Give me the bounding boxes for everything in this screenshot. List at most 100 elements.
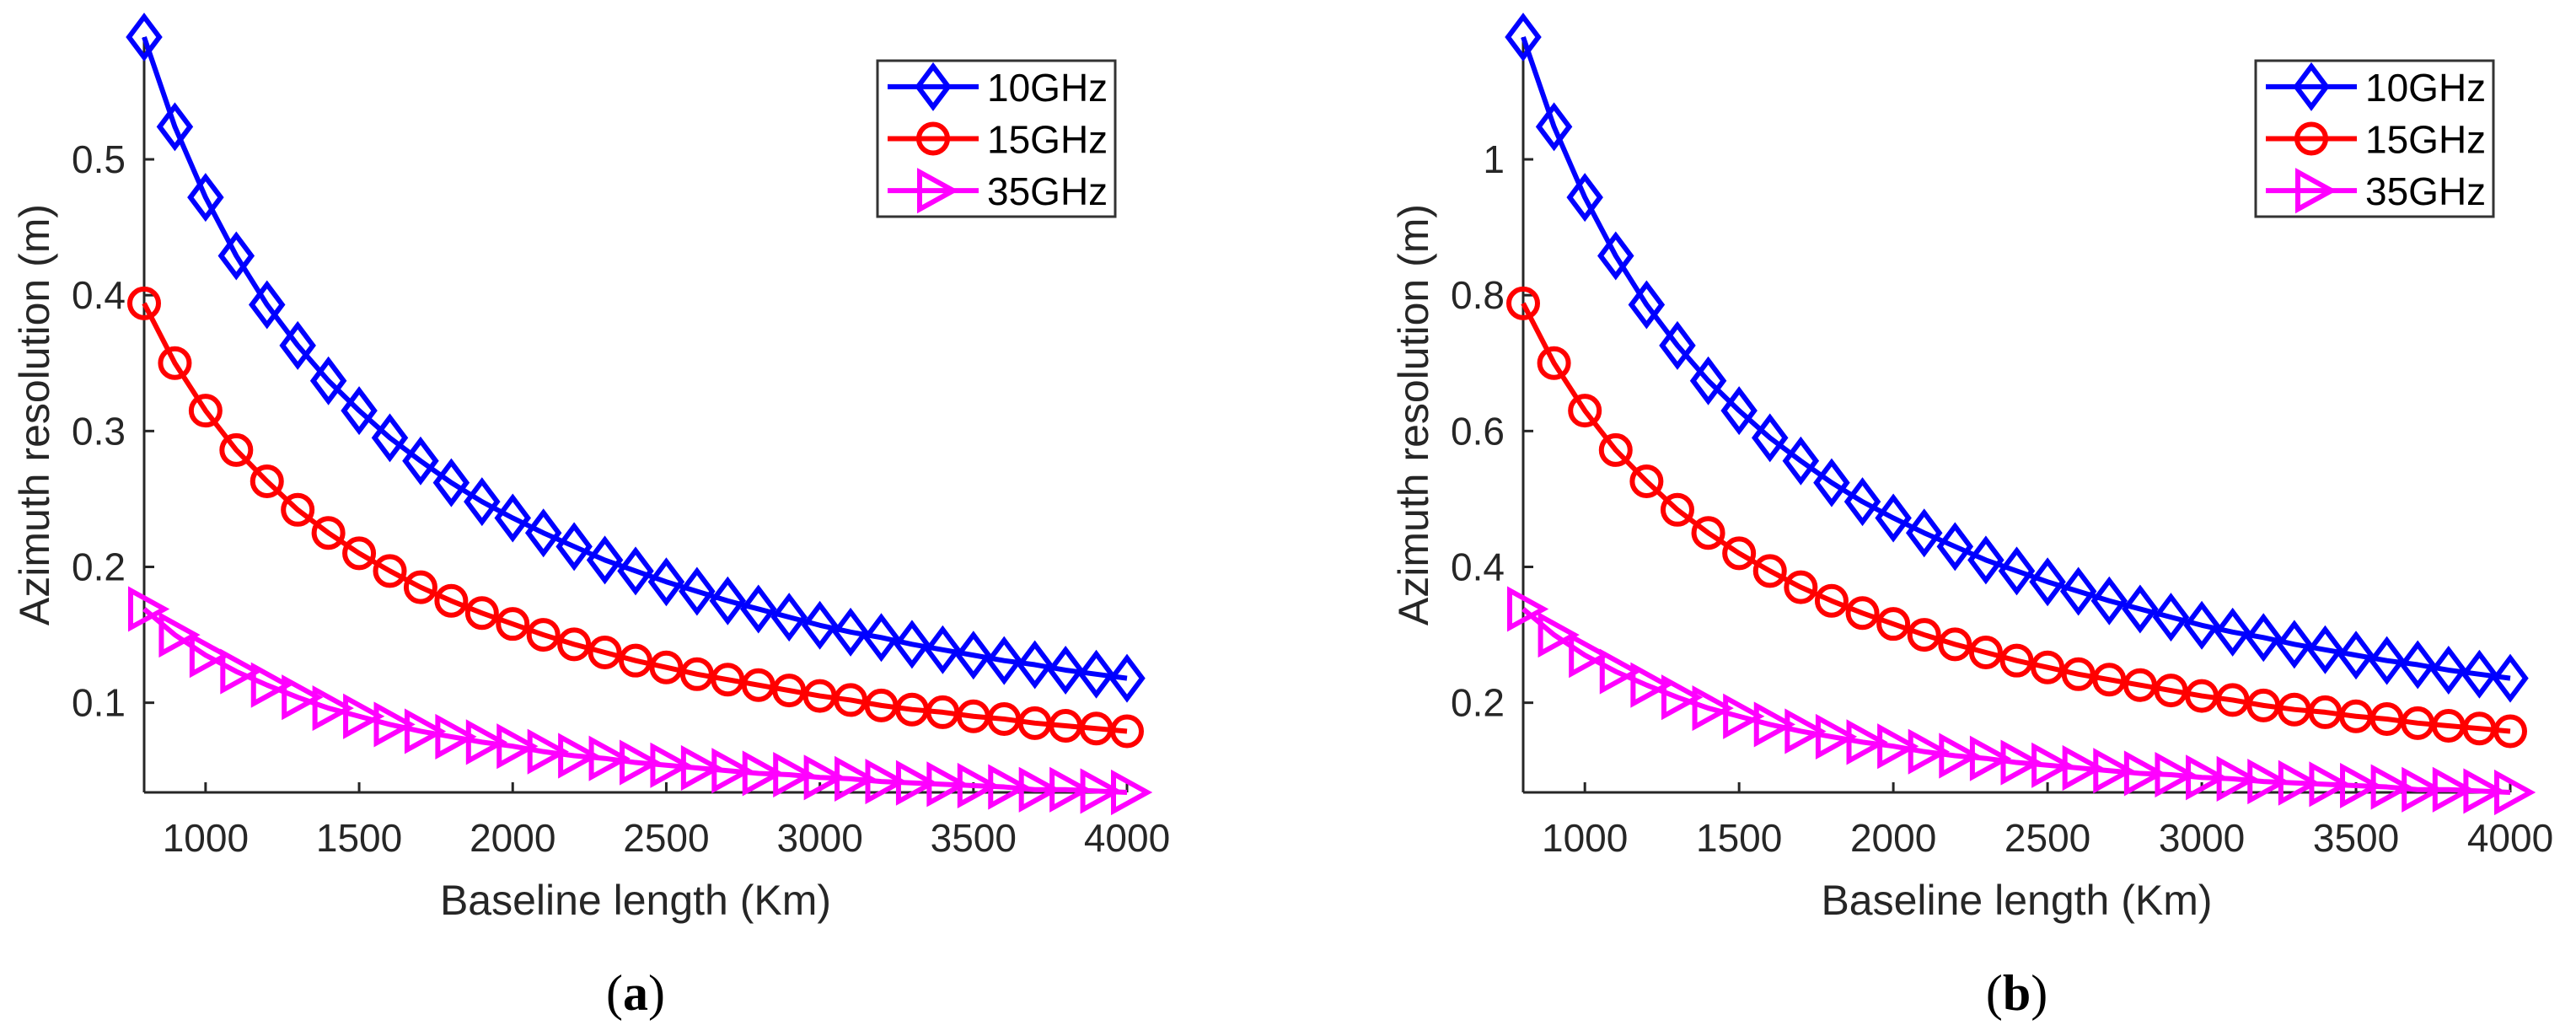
data-point-10GHz	[2029, 557, 2066, 607]
data-point-15GHz	[219, 432, 254, 467]
data-point-35GHz	[803, 754, 845, 801]
data-point-15GHz	[311, 516, 346, 550]
data-point-15GHz	[281, 492, 315, 527]
data-point-35GHz	[680, 744, 723, 792]
data-point-15GHz	[127, 286, 161, 320]
data-point-15GHz	[1938, 627, 1972, 662]
data-point-15GHz	[711, 663, 745, 697]
data-point-35GHz	[1111, 769, 1153, 816]
data-point-10GHz	[2306, 625, 2344, 674]
data-point-15GHz	[1968, 636, 2003, 670]
data-point-15GHz	[679, 657, 714, 691]
series-line-10GHz	[1521, 36, 2511, 681]
data-point-35GHz	[282, 674, 324, 721]
data-point-35GHz	[189, 632, 232, 679]
data-point-35GHz	[2278, 760, 2321, 806]
data-point-10GHz	[2399, 640, 2436, 690]
data-point-35GHz	[158, 611, 201, 658]
x-tick-label: 1000	[1542, 816, 1628, 860]
data-point-35GHz	[2340, 762, 2382, 809]
data-point-15GHz	[1907, 618, 1941, 652]
data-point-15GHz	[2123, 668, 2157, 702]
data-point-15GHz	[557, 627, 592, 662]
data-point-10GHz	[1016, 640, 1054, 690]
y-tick-label: 0.2	[1451, 681, 1505, 725]
x-tick-label: 2500	[623, 816, 709, 860]
data-point-10GHz	[832, 607, 869, 657]
data-point-15GHz	[1784, 570, 1818, 604]
x-tick-label: 2000	[1850, 816, 1936, 860]
legend-label: 35GHz	[987, 169, 1108, 213]
data-point-35GHz	[957, 762, 1000, 809]
data-point-15GHz	[1814, 583, 1849, 618]
data-point-35GHz	[527, 728, 569, 775]
series-35GHz	[128, 586, 1153, 816]
data-point-35GHz	[2000, 739, 2042, 786]
data-point-15GHz	[342, 536, 377, 571]
data-point-15GHz	[434, 583, 469, 618]
data-point-10GHz	[2461, 649, 2498, 699]
data-point-10GHz	[617, 546, 654, 596]
data-point-10GHz	[955, 631, 992, 680]
y-axis-label: Azimuth resolution (m)	[11, 204, 58, 625]
data-point-35GHz	[1018, 766, 1060, 813]
data-point-15GHz	[1537, 346, 1571, 380]
legend-label: 15GHz	[2365, 118, 2486, 162]
data-point-15GHz	[2493, 714, 2527, 749]
data-point-10GHz	[249, 280, 286, 330]
data-point-15GHz	[2154, 674, 2188, 708]
x-axis-label: Baseline length (Km)	[1821, 877, 2212, 924]
caption-letter: b	[2003, 965, 2031, 1021]
data-point-35GHz	[2216, 755, 2258, 802]
data-point-15GHz	[188, 394, 223, 428]
data-point-15GHz	[2061, 657, 2096, 691]
y-tick-label: 0.8	[1451, 273, 1505, 317]
legend-marker-10GHz	[2293, 62, 2330, 111]
data-point-15GHz	[1722, 536, 1757, 571]
data-point-10GHz	[2492, 653, 2529, 703]
data-point-15GHz	[2369, 701, 2404, 736]
x-tick-label: 3000	[776, 816, 862, 860]
data-point-10GHz	[1813, 458, 1850, 507]
data-point-15GHz	[1629, 464, 1664, 498]
data-point-15GHz	[1110, 714, 1144, 749]
data-point-10GHz	[647, 557, 685, 607]
data-point-10GHz	[1628, 280, 1666, 330]
data-point-10GHz	[432, 458, 470, 507]
data-point-35GHz	[128, 586, 170, 632]
data-point-35GHz	[1630, 662, 1672, 708]
data-point-35GHz	[404, 708, 447, 754]
data-point-35GHz	[1661, 674, 1704, 721]
data-point-10GHz	[2214, 607, 2251, 657]
data-point-35GHz	[773, 751, 815, 798]
data-point-15GHz	[373, 554, 407, 588]
data-point-10GHz	[494, 493, 531, 543]
data-point-10GHz	[2183, 600, 2220, 650]
data-point-15GHz	[1876, 607, 1911, 641]
y-tick-label: 0.2	[72, 545, 126, 588]
data-point-35GHz	[1080, 768, 1122, 814]
data-point-35GHz	[2494, 769, 2536, 816]
x-tick-label: 3500	[931, 816, 1017, 860]
data-point-15GHz	[1506, 286, 1540, 320]
data-point-15GHz	[588, 636, 622, 670]
series-10GHz	[126, 13, 1146, 703]
data-point-10GHz	[586, 535, 624, 585]
data-point-35GHz	[312, 685, 354, 732]
y-tick-label: 0.5	[72, 137, 126, 181]
data-point-15GHz	[2092, 663, 2127, 697]
data-point-35GHz	[2093, 748, 2135, 794]
data-point-15GHz	[1598, 432, 1633, 467]
data-point-15GHz	[496, 607, 530, 641]
legend-marker-35GHz	[917, 168, 959, 214]
data-point-10GHz	[801, 600, 839, 650]
legend-marker-15GHz	[2294, 121, 2328, 156]
data-point-35GHz	[2432, 766, 2475, 813]
data-point-10GHz	[341, 386, 378, 436]
data-point-10GHz	[1967, 535, 2004, 585]
data-point-35GHz	[558, 733, 600, 779]
data-point-10GHz	[2059, 566, 2097, 616]
y-tick-label: 0.4	[1451, 545, 1505, 588]
x-tick-label: 2500	[2004, 816, 2090, 860]
